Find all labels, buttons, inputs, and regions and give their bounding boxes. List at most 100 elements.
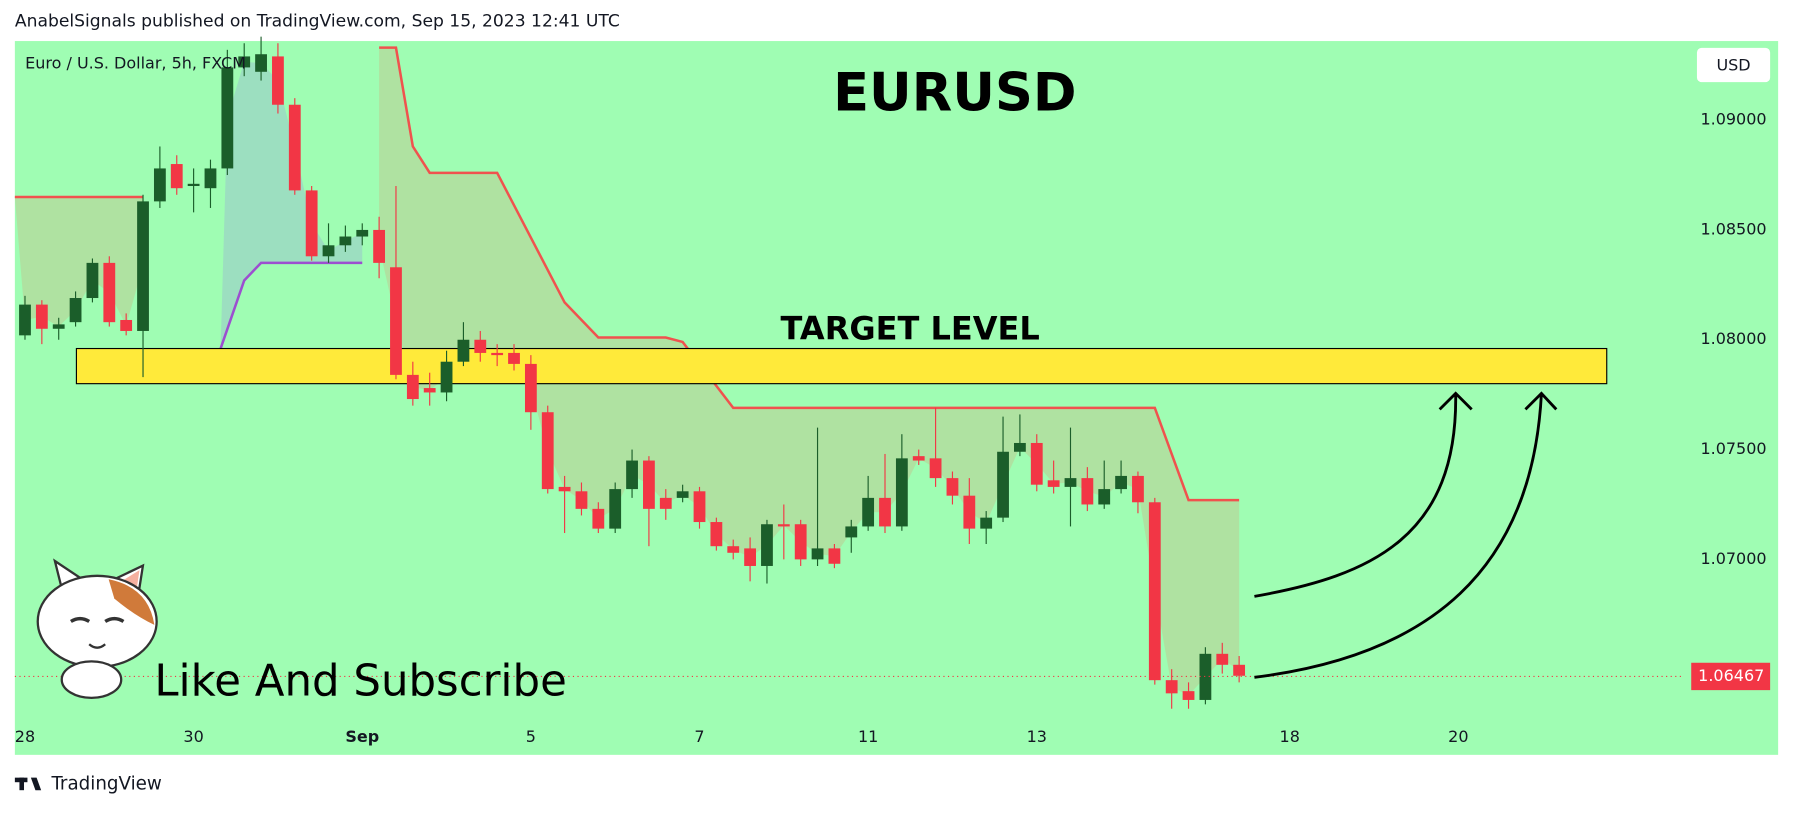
- candle-body: [794, 524, 807, 560]
- candle-body: [1014, 442, 1026, 452]
- candle-body: [356, 229, 369, 237]
- candle-body: [170, 164, 183, 189]
- y-tick-label: 1.07000: [1700, 549, 1766, 568]
- candle-body: [204, 168, 217, 189]
- candle-body: [1047, 480, 1060, 487]
- candle-body: [69, 298, 82, 323]
- symbol-info: Euro / U.S. Dollar, 5h, FXCM: [25, 53, 246, 72]
- candle-body: [626, 460, 638, 490]
- candle-body: [390, 267, 402, 375]
- publish-info: AnabelSignals published on TradingView.c…: [15, 12, 620, 32]
- candle-body: [491, 352, 504, 356]
- candle-body: [440, 361, 453, 393]
- candle-body: [103, 262, 116, 323]
- candle-body: [895, 458, 908, 527]
- candle-body: [592, 508, 605, 529]
- indicator-fill: [220, 61, 363, 349]
- last-price-label: 1.06467: [1698, 666, 1764, 685]
- candle-body: [659, 497, 672, 509]
- candle-body: [558, 486, 571, 492]
- candle-body: [727, 546, 740, 553]
- x-tick-label: 11: [858, 727, 878, 746]
- candle-body: [524, 363, 537, 413]
- candle-body: [862, 497, 875, 527]
- brand-logo: [14, 777, 42, 791]
- x-tick-label: 18: [1280, 727, 1300, 746]
- chart-background: [14, 41, 1779, 755]
- candle-body: [1064, 478, 1077, 487]
- chart-title: EURUSD: [833, 62, 1076, 123]
- candle-body: [305, 190, 318, 257]
- x-tick-label: 13: [1027, 727, 1047, 746]
- candle-body: [1165, 680, 1178, 694]
- x-tick-label: 5: [526, 727, 536, 746]
- candle-body: [693, 491, 706, 523]
- y-tick-label: 1.09000: [1700, 110, 1766, 129]
- candle-body: [912, 456, 925, 461]
- x-tick-label: Sep: [345, 727, 379, 746]
- currency-button[interactable]: [1696, 47, 1771, 83]
- candle-body: [575, 491, 588, 509]
- target-label: TARGET LEVEL: [781, 309, 1040, 347]
- last-price-box: [1691, 662, 1771, 691]
- candle-body: [676, 491, 689, 498]
- candle-body: [1115, 475, 1127, 490]
- x-tick-label: 30: [183, 727, 203, 746]
- indicator-line: [379, 46, 1240, 502]
- projection-arrows: [1254, 391, 1558, 679]
- indicator-line: [219, 261, 363, 349]
- currency-label: USD: [1716, 56, 1750, 75]
- candle-body: [777, 524, 790, 527]
- candle-body: [153, 168, 166, 202]
- candle-body: [946, 478, 959, 496]
- candle-body: [86, 262, 99, 299]
- brand-name: TradingView: [50, 774, 161, 795]
- candle-body: [643, 460, 655, 509]
- y-tick-label: 1.08500: [1700, 219, 1766, 238]
- candle-body: [879, 497, 891, 527]
- candle-body: [811, 548, 824, 560]
- candle-body: [52, 324, 65, 329]
- candle-body: [339, 236, 352, 246]
- candle-body: [1081, 478, 1094, 505]
- candle-body: [272, 56, 284, 105]
- candle-body: [457, 339, 470, 362]
- candle-body: [929, 458, 942, 479]
- candle-body: [187, 183, 200, 187]
- x-tick-label: 28: [15, 727, 35, 746]
- candle-body: [1132, 475, 1144, 503]
- candle-body: [761, 524, 773, 566]
- candle-body: [1030, 442, 1043, 485]
- candle-body: [541, 412, 554, 490]
- candle-body: [1182, 691, 1195, 700]
- candle-body: [1233, 664, 1246, 676]
- candle-body: [1098, 489, 1111, 505]
- candle-body: [373, 229, 386, 263]
- candle-body: [322, 245, 335, 257]
- candle-body: [35, 304, 48, 329]
- candle-body: [120, 319, 133, 331]
- x-tick-label: 20: [1448, 727, 1468, 746]
- candle-body: [221, 67, 234, 169]
- candle-body: [137, 201, 149, 331]
- candle-body: [406, 374, 419, 400]
- candle-body: [744, 548, 756, 566]
- candle-body: [238, 56, 251, 68]
- candle-body: [288, 104, 301, 191]
- candle-body: [19, 304, 31, 336]
- candle-body: [1199, 653, 1212, 700]
- cat-sticker: [36, 558, 158, 699]
- candle-body: [845, 526, 858, 538]
- candle-body: [997, 451, 1009, 518]
- candle-body: [1216, 653, 1229, 665]
- candle-body: [423, 388, 436, 393]
- candle-body: [828, 548, 841, 564]
- candle-body: [508, 352, 520, 364]
- candle-body: [1148, 502, 1161, 681]
- y-tick-label: 1.07500: [1700, 439, 1766, 458]
- candle-body: [474, 339, 487, 353]
- candle-body: [980, 517, 993, 529]
- candle-body: [609, 489, 622, 529]
